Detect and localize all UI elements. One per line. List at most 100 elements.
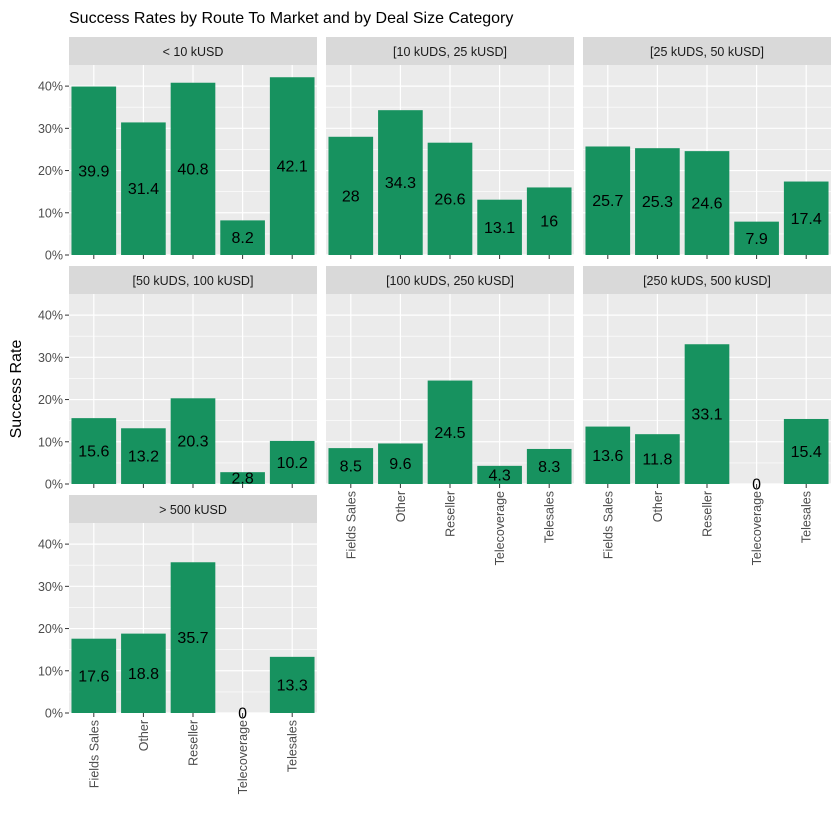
y-tick-label: 0% [45, 478, 63, 492]
bar [328, 448, 374, 484]
x-tick-label: Other [651, 491, 665, 522]
bar [170, 562, 216, 713]
bar [170, 82, 216, 255]
bar-value-label: 40.8 [177, 161, 208, 178]
bar-value-label: 33.1 [691, 407, 722, 424]
bar-value-label: 13.6 [592, 448, 623, 465]
x-tick-label: Reseller [701, 491, 715, 537]
bar-value-label: 31.4 [128, 181, 159, 198]
y-axis-label: Success Rate [8, 340, 25, 439]
bar [378, 110, 423, 255]
bar-value-label: 8.2 [231, 230, 253, 247]
bar-value-label: 25.7 [592, 193, 623, 210]
x-tick-label: Telecoverage [750, 491, 764, 565]
x-tick-label: Other [137, 720, 151, 751]
facet-strip [69, 266, 317, 294]
bar [378, 443, 423, 484]
facet-panel: [25 kUDS, 50 kUSD] 25.7 25.3 24.6 7.9 17.4 [583, 37, 831, 259]
bar [734, 221, 779, 255]
y-tick-label: 0% [45, 707, 63, 721]
bar-value-label: 39.9 [78, 163, 109, 180]
bar-value-label: 15.4 [791, 444, 822, 461]
y-tick-label: 0% [45, 249, 63, 263]
bar-value-label: 8.3 [538, 459, 560, 476]
facet-strip-label: [50 kUDS, 100 kUSD] [133, 274, 254, 288]
x-tick-label: Telesales [286, 720, 300, 772]
bar [121, 122, 166, 255]
y-tick-label: 40% [38, 80, 63, 94]
x-tick-label: Fields Sales [344, 491, 358, 559]
y-tick-label: 20% [38, 622, 63, 636]
bar [427, 380, 473, 484]
bar-value-label: 15.6 [78, 444, 109, 461]
bar [585, 146, 631, 255]
facet-strip-label: [100 kUDS, 250 kUSD] [386, 274, 514, 288]
x-tick-label: Reseller [444, 491, 458, 537]
bar-value-label: 20.3 [177, 434, 208, 451]
bar [635, 434, 680, 484]
x-tick-label: Telecoverage [493, 491, 507, 565]
facet-panel: [100 kUDS, 250 kUSD] 8.5 9.6 24.5 4.3 8.3 Fiel… [326, 266, 574, 565]
x-tick-label: Other [394, 491, 408, 522]
facet-strip-label: [10 kUDS, 25 kUSD] [393, 45, 507, 59]
facet-strip [69, 495, 317, 523]
bar [269, 77, 315, 255]
bar [269, 656, 315, 713]
facet-strip-label: [25 kUDS, 50 kUSD] [650, 45, 764, 59]
bar [220, 472, 265, 484]
x-tick-label: Fields Sales [87, 720, 101, 788]
facet-strip [583, 266, 831, 294]
bar-value-label: 9.6 [389, 456, 411, 473]
bar [71, 418, 117, 484]
bar-value-label: 17.6 [78, 668, 109, 685]
bar-value-label: 17.4 [791, 211, 822, 228]
facet-strip-label: [250 kUDS, 500 kUSD] [643, 274, 771, 288]
facet-panel: [250 kUDS, 500 kUSD]13.6 11.833.1015.4Fie… [583, 266, 831, 565]
facet-strip [69, 37, 317, 65]
bar-value-label: 42.1 [277, 159, 308, 176]
bar-value-label: 28 [342, 188, 360, 205]
y-tick-label: 30% [38, 351, 63, 365]
bar [783, 418, 829, 484]
y-tick-label: 20% [38, 164, 63, 178]
bar-value-label: 13.1 [484, 220, 515, 237]
y-tick-label: 10% [38, 206, 63, 220]
bar [585, 426, 631, 484]
bar [427, 142, 473, 255]
bar-value-label: 11.8 [642, 452, 672, 469]
bar [220, 220, 265, 255]
y-tick-label: 40% [38, 309, 63, 323]
bar-value-label: 10.2 [277, 455, 308, 472]
bar-value-label: 24.6 [691, 196, 722, 213]
facet-strip [326, 37, 574, 65]
bar [783, 181, 829, 255]
x-tick-label: Telesales [800, 491, 814, 543]
bar [526, 187, 572, 255]
facet-panel: [50 kUDS, 100 kUSD] 0% 10% 20% 30% 40% 15.6 13.… [38, 266, 317, 492]
bar [635, 148, 680, 255]
bar-value-label: 16 [540, 214, 558, 231]
bar [526, 448, 572, 484]
facet-strip-label: < 10 kUSD [163, 45, 224, 59]
bar-value-label: 25.3 [642, 194, 673, 211]
y-tick-label: 10% [38, 664, 63, 678]
bar-value-label: 18.8 [128, 666, 159, 683]
facet-panel: < 10 kUSD 0% 10% 20% 30% 40% 39.9 31.4 40.8 8.2 42… [38, 37, 317, 263]
bar-value-label: 13.2 [128, 449, 159, 466]
facet-panels: < 10 kUSD 0% 10% 20% 30% 40% 39.9 31.4 40.8 8.2 42… [38, 37, 831, 794]
bar-value-label: 4.3 [488, 467, 510, 484]
bar-value-label: 7.9 [745, 231, 767, 248]
bar-value-label: 2.8 [231, 471, 253, 488]
bar [121, 633, 166, 713]
y-tick-label: 40% [38, 538, 63, 552]
bar-value-label: 13.3 [277, 677, 308, 694]
bar [684, 344, 730, 484]
facet-panel: [10 kUDS, 25 kUSD] 28 34.3 26.6 13.1 16 [326, 37, 574, 259]
bar [121, 428, 166, 484]
bar [477, 199, 522, 255]
facet-strip [326, 266, 574, 294]
bar [71, 86, 117, 256]
bar-value-label: 26.6 [434, 191, 465, 208]
